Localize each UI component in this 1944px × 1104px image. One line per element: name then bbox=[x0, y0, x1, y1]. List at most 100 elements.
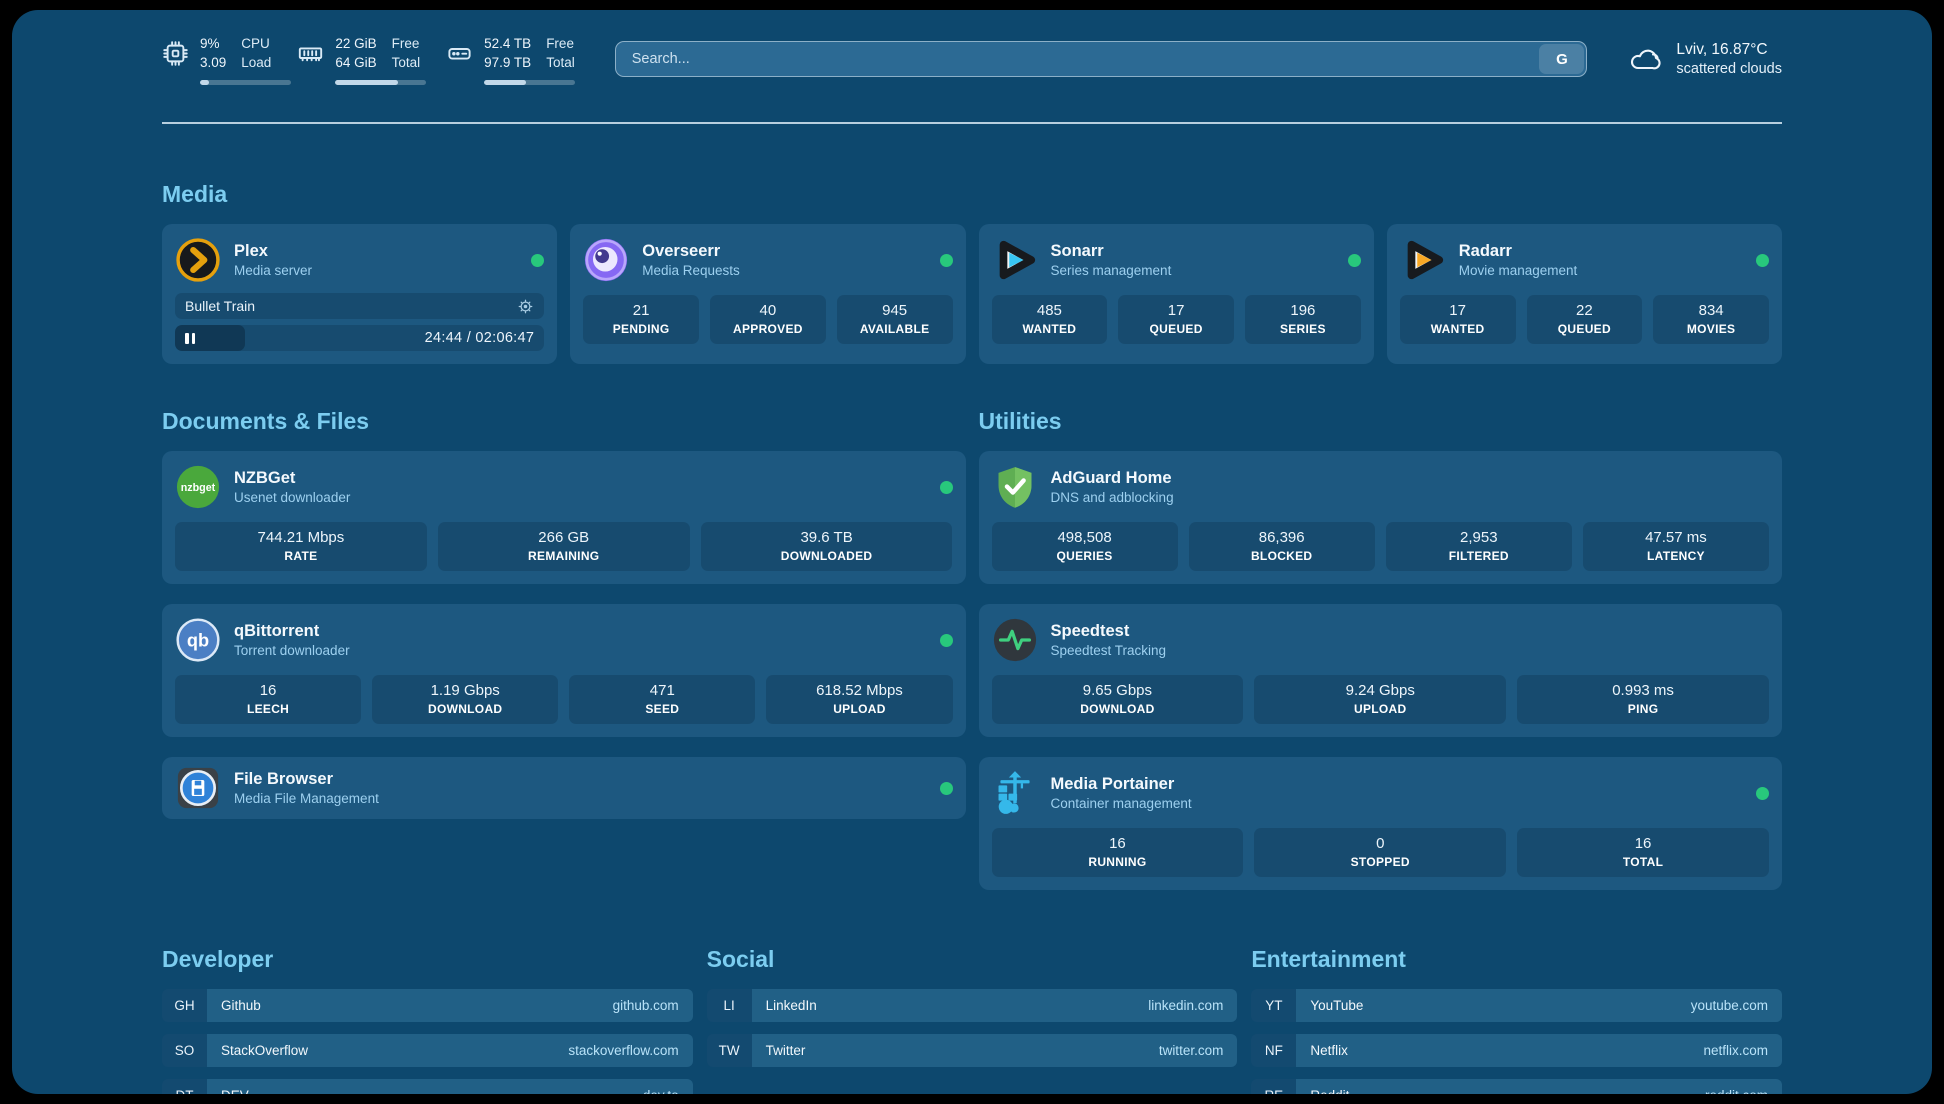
stat-box: 9.24 Gbps UPLOAD bbox=[1254, 675, 1507, 724]
bookmark-abbr: YT bbox=[1251, 989, 1297, 1022]
stat-box: 498,508 QUERIES bbox=[991, 522, 1178, 571]
bookmark-youtube[interactable]: YT YouTube youtube.com bbox=[1251, 989, 1782, 1022]
search-input[interactable] bbox=[614, 41, 1588, 77]
bookmark-twitter[interactable]: TW Twitter twitter.com bbox=[706, 1034, 1238, 1067]
stat-box: 834 MOVIES bbox=[1653, 295, 1769, 344]
bookmark-name: Reddit bbox=[1310, 1088, 1349, 1094]
status-online-dot bbox=[939, 633, 953, 647]
bookmark-url: github.com bbox=[612, 998, 679, 1013]
bookmark-name: LinkedIn bbox=[765, 998, 817, 1013]
stat-box: 21 PENDING bbox=[583, 295, 699, 344]
app-card-speedtest[interactable]: Speedtest Speedtest Tracking 9.65 Gbps D… bbox=[978, 604, 1782, 737]
app-card-radarr[interactable]: Radarr Movie management 17 WANTED 22 QUE… bbox=[1386, 224, 1782, 364]
stat-box: 744.21 Mbps RATE bbox=[175, 522, 427, 571]
gear-icon[interactable] bbox=[517, 298, 534, 315]
stat-value: 1.19 Gbps bbox=[430, 682, 500, 699]
disk-progress-fill bbox=[484, 79, 526, 85]
stat-box: 39.6 TB DOWNLOADED bbox=[700, 522, 953, 571]
bookmark-stackoverflow[interactable]: SO StackOverflow stackoverflow.com bbox=[162, 1034, 693, 1067]
stat-value: 0.993 ms bbox=[1612, 682, 1674, 699]
section-title-developer: Developer bbox=[162, 946, 274, 972]
bookmark-name: Twitter bbox=[765, 1043, 806, 1058]
speedtest-pulse-icon bbox=[992, 617, 1038, 663]
section-title-entertainment: Entertainment bbox=[1251, 946, 1406, 972]
memory-total-label: Total bbox=[391, 54, 421, 70]
bookmark-reddit[interactable]: RE Reddit reddit.com bbox=[1251, 1079, 1782, 1094]
stat-label: DOWNLOADED bbox=[780, 549, 873, 563]
bookmark-abbr: GH bbox=[162, 989, 207, 1022]
plex-icon bbox=[175, 237, 221, 283]
app-card-portainer[interactable]: Media Portainer Container management 16 … bbox=[978, 757, 1782, 890]
memory-stat: 22 GiB 64 GiB Free Total bbox=[297, 34, 427, 85]
app-card-filebrowser[interactable]: File Browser Media File Management bbox=[162, 757, 966, 819]
playback-time: 24:44 / 02:06:47 bbox=[424, 330, 535, 346]
stat-box: 618.52 Mbps UPLOAD bbox=[766, 675, 953, 724]
stat-box: 945 AVAILABLE bbox=[836, 295, 953, 344]
stat-label: RUNNING bbox=[1088, 855, 1147, 869]
stat-box: 17 WANTED bbox=[1399, 295, 1516, 344]
stat-value: 9.24 Gbps bbox=[1345, 682, 1415, 699]
bookmark-abbr: LI bbox=[706, 989, 752, 1022]
stat-box: 16 LEECH bbox=[175, 675, 362, 724]
stat-label: MOVIES bbox=[1686, 322, 1736, 336]
app-desc: DNS and adblocking bbox=[1050, 490, 1174, 505]
app-card-qbittorrent[interactable]: qb qBittorrent Torrent downloader 16 LEE… bbox=[162, 604, 966, 737]
ram-icon bbox=[297, 40, 324, 67]
bookmark-netflix[interactable]: NF Netflix netflix.com bbox=[1251, 1034, 1782, 1067]
bookmark-abbr: NF bbox=[1251, 1034, 1297, 1067]
app-name: AdGuard Home bbox=[1050, 469, 1172, 487]
stat-label: QUEUED bbox=[1149, 322, 1203, 336]
app-card-sonarr[interactable]: Sonarr Series management 485 WANTED 17 Q… bbox=[978, 224, 1374, 364]
stat-value: 39.6 TB bbox=[800, 529, 853, 546]
stat-label: DOWNLOAD bbox=[1080, 702, 1155, 716]
radarr-icon bbox=[1400, 237, 1446, 283]
pause-icon[interactable] bbox=[185, 332, 195, 344]
bookmark-abbr: DT bbox=[162, 1079, 207, 1094]
header-divider bbox=[162, 122, 1782, 124]
playback-progress-row[interactable]: 24:44 / 02:06:47 bbox=[175, 325, 545, 351]
stat-box: 86,396 BLOCKED bbox=[1188, 522, 1375, 571]
svg-text:qb: qb bbox=[187, 631, 209, 651]
stat-box: 16 TOTAL bbox=[1517, 828, 1769, 877]
disk-drive-icon bbox=[446, 40, 473, 67]
search-provider-button[interactable]: G bbox=[1539, 44, 1585, 74]
disk-progress-bar bbox=[484, 79, 576, 85]
section-title-documents: Documents & Files bbox=[162, 408, 370, 434]
stat-value: 47.57 ms bbox=[1645, 529, 1707, 546]
stat-box: 22 QUEUED bbox=[1526, 295, 1643, 344]
app-card-adguard[interactable]: AdGuard Home DNS and adblocking 498,508 … bbox=[978, 451, 1782, 584]
stat-value: 2,953 bbox=[1460, 529, 1498, 546]
bookmark-github[interactable]: GH Github github.com bbox=[162, 989, 693, 1022]
stat-label: LEECH bbox=[246, 702, 290, 716]
sonarr-icon bbox=[992, 237, 1038, 283]
app-card-nzbget[interactable]: nzbget NZBGet Usenet downloader 744.21 M… bbox=[162, 451, 966, 584]
app-name: Speedtest bbox=[1050, 622, 1130, 640]
app-name: Sonarr bbox=[1050, 242, 1104, 260]
disk-free-label: Free bbox=[546, 35, 574, 51]
bookmark-dev[interactable]: DT DEV dev.to bbox=[162, 1079, 693, 1094]
stat-value: 196 bbox=[1290, 302, 1316, 319]
stat-label: WANTED bbox=[1430, 322, 1485, 336]
stat-box: 471 SEED bbox=[569, 675, 756, 724]
app-name: Overseerr bbox=[642, 242, 721, 260]
weather-condition: scattered clouds bbox=[1676, 61, 1782, 77]
stat-value: 9.65 Gbps bbox=[1082, 682, 1153, 699]
portainer-crane-icon bbox=[992, 770, 1038, 816]
app-desc: Usenet downloader bbox=[234, 490, 351, 505]
app-desc: Speedtest Tracking bbox=[1050, 643, 1167, 658]
stat-value: 485 bbox=[1036, 302, 1062, 319]
stat-label: PENDING bbox=[612, 322, 670, 336]
bookmark-url: reddit.com bbox=[1705, 1088, 1768, 1094]
bookmark-abbr: TW bbox=[706, 1034, 752, 1067]
status-online-dot bbox=[939, 781, 953, 795]
stat-box: 17 QUEUED bbox=[1118, 295, 1234, 344]
stat-value: 40 bbox=[759, 302, 777, 319]
app-card-overseerr[interactable]: Overseerr Media Requests 21 PENDING 40 A… bbox=[570, 224, 966, 364]
cpu-stat: 9% 3.09 CPU Load bbox=[162, 34, 291, 85]
bookmark-name: Github bbox=[221, 998, 261, 1013]
app-card-plex[interactable]: Plex Media server Bullet Train 24:44 / 0… bbox=[162, 224, 558, 364]
stat-label: DOWNLOAD bbox=[427, 702, 503, 716]
bookmark-linkedin[interactable]: LI LinkedIn linkedin.com bbox=[706, 989, 1238, 1022]
stat-box: 1.19 Gbps DOWNLOAD bbox=[372, 675, 559, 724]
stat-value: 86,396 bbox=[1258, 529, 1305, 546]
